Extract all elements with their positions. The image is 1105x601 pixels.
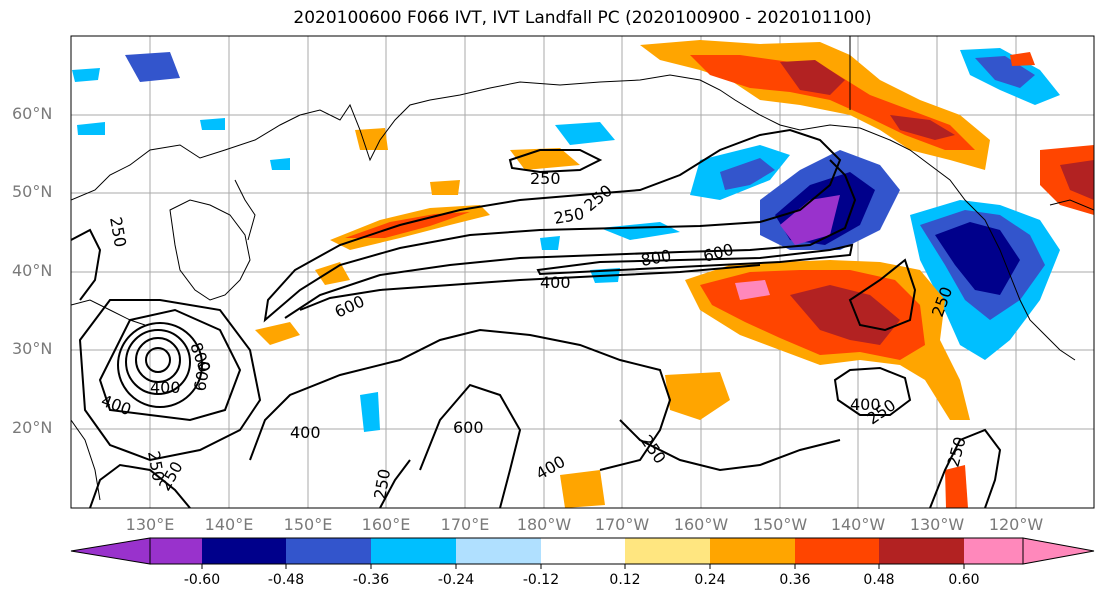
contour-label: 250 [552, 204, 585, 228]
colorbar-tick-label: -0.60 [183, 572, 221, 588]
lon-label-160e: 160°E [361, 515, 411, 534]
colorbar-tick-label: -0.24 [437, 572, 475, 588]
colorbar-bin [625, 538, 710, 564]
lon-label-160w: 160°W [673, 515, 729, 534]
colorbar-bin [795, 538, 879, 564]
colorbar-bin [371, 538, 456, 564]
contour-label: 250 [370, 467, 394, 500]
lon-label-140e: 140°E [204, 515, 254, 534]
contour-label: 250 [530, 169, 561, 188]
contour-label: 800 [639, 246, 672, 270]
colorbar-tick-label: 0.24 [694, 572, 726, 588]
colorbar-bin [541, 538, 625, 564]
contour-label: 400 [850, 395, 881, 414]
contour-label: 250 [106, 215, 130, 248]
lat-label-50n: 50°N [12, 182, 53, 201]
lat-label-30n: 30°N [12, 339, 53, 358]
colorbar-bin [150, 538, 202, 564]
colorbar-bin [964, 538, 1023, 564]
colorbar-max-arrow [1022, 537, 1095, 565]
colorbar-frame [149, 537, 1024, 565]
lon-label-130w: 130°W [909, 515, 965, 534]
colorbar-tick-label: 0.48 [863, 572, 895, 588]
pc-shading [72, 40, 1094, 508]
colorbar [70, 537, 1095, 569]
lat-label-40n: 40°N [12, 261, 53, 280]
colorbar-tick-label: 0.36 [779, 572, 811, 588]
lon-label-170w: 170°W [594, 515, 650, 534]
map-title: 2020100600 F066 IVT, IVT Landfall PC (20… [293, 8, 872, 28]
colorbar-tick-label: 0.60 [948, 572, 980, 588]
lon-label-170e: 170°E [440, 515, 490, 534]
contour-label: 600 [701, 240, 735, 266]
lon-label-150e: 150°E [283, 515, 333, 534]
contour-label: 400 [150, 378, 181, 397]
lon-label-130e: 130°E [125, 515, 175, 534]
ivt-contours [71, 128, 1002, 508]
map-frame [70, 35, 1095, 509]
colorbar-bin [710, 538, 795, 564]
contour-label: 250 [944, 435, 970, 469]
colorbar-tick-label: -0.12 [522, 572, 560, 588]
contour-label: 250 [637, 431, 670, 467]
lat-label-20n: 20°N [12, 418, 53, 437]
contour-label: 400 [540, 273, 571, 292]
colorbar-bin [879, 538, 964, 564]
contour-label: 600 [453, 418, 484, 437]
colorbar-bin [202, 538, 286, 564]
lat-label-60n: 60°N [12, 104, 53, 123]
lon-label-120w: 120°W [988, 515, 1044, 534]
colorbar-min-arrow [70, 537, 151, 565]
colorbar-bin [286, 538, 371, 564]
contour-label: 400 [290, 423, 321, 442]
colorbar-tick-label: -0.36 [352, 572, 390, 588]
colorbar-tick-label: -0.48 [267, 572, 305, 588]
colorbar-bin [456, 538, 541, 564]
contour-label: 800 [186, 340, 214, 375]
colorbar-tick-label: 0.12 [609, 572, 641, 588]
contour-label: 400 [99, 391, 134, 419]
lon-label-180w: 180°W [516, 515, 572, 534]
contour-label: 250 [580, 181, 616, 215]
lon-label-150w: 150°W [752, 515, 808, 534]
lon-label-140w: 140°W [830, 515, 886, 534]
